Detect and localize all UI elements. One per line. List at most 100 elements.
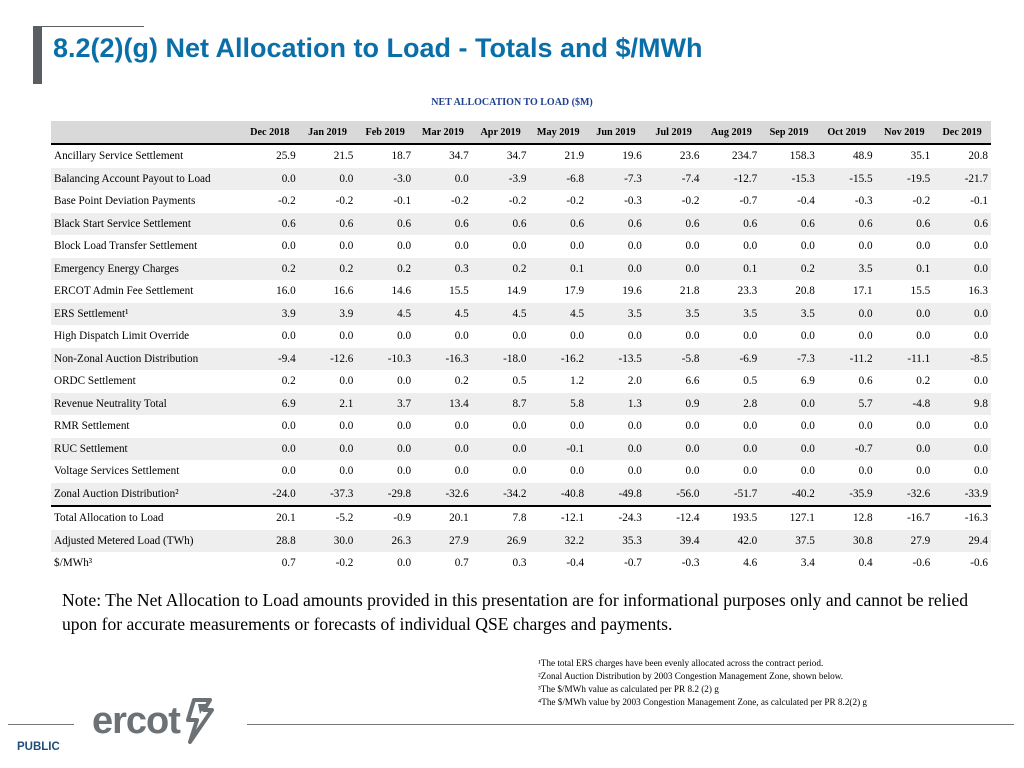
table-cell: 0.6 <box>414 212 472 235</box>
table-cell: 0.0 <box>916 240 931 253</box>
table-cell: 18.7 <box>391 150 412 163</box>
table-cell: 4.5 <box>471 302 530 325</box>
table-row: Black Start Service Settlement 0.6 0.6 0.6 0… <box>51 212 991 235</box>
table-row: ERCOT Admin Fee Settlement 16.0 16.6 14.6 15… <box>51 280 991 303</box>
table-cell: 0.0 <box>570 465 585 478</box>
footnotes: ¹The total ERS charges have been evenly … <box>538 657 867 709</box>
table-cell: -33.9 <box>933 482 991 506</box>
table-cell: 3.5 <box>760 302 818 325</box>
table-cell: 0.0 <box>743 420 758 433</box>
table-cell: 0.0 <box>512 420 527 433</box>
table-cell: -0.3 <box>854 195 873 208</box>
table-cell: 27.9 <box>875 529 934 552</box>
column-header: Apr 2019 <box>471 121 530 144</box>
table-cell: 0.0 <box>281 330 296 343</box>
table-cell: 0.0 <box>454 465 469 478</box>
table-cell: 0.0 <box>454 240 469 253</box>
table-cell: 28.8 <box>241 529 299 552</box>
table-cell: 0.0 <box>397 240 412 253</box>
table-cell: 0.0 <box>397 557 412 570</box>
table-cell: 0.6 <box>760 212 818 235</box>
table-row: Total Allocation to Load 20.1 -5.2 -0.9 20.1… <box>51 505 991 530</box>
table-cell: 0.0 <box>875 302 934 325</box>
table-row: High Dispatch Limit Override 0.0 0.0 0.0 0.0… <box>51 325 991 348</box>
row-label: RUC Settlement <box>51 437 241 460</box>
table-cell: 0.6 <box>858 375 873 388</box>
table-cell: 20.8 <box>795 285 815 298</box>
table-cell: -11.2 <box>817 347 876 370</box>
table-cell: -0.1 <box>393 195 412 208</box>
table-cell: -3.0 <box>356 167 415 190</box>
table-cell: 0.0 <box>644 437 703 460</box>
table-row: Block Load Transfer Settlement 0.0 0.0 0.0 0… <box>51 235 991 258</box>
table-cell: 34.7 <box>449 150 469 163</box>
table-cell: 6.9 <box>241 392 299 415</box>
table-cell: 0.0 <box>800 240 815 253</box>
table-cell: 0.0 <box>817 302 876 325</box>
row-label: Balancing Account Payout to Load <box>51 167 241 190</box>
table-cell: -29.8 <box>356 482 415 506</box>
table-cell: -7.3 <box>587 167 645 190</box>
table-cell: 19.6 <box>622 150 642 163</box>
column-header: Oct 2019 <box>817 121 876 144</box>
table-cell: 20.8 <box>968 150 988 163</box>
column-header: Dec 2019 <box>933 121 991 144</box>
table-cell: 0.2 <box>281 375 296 388</box>
table-cell: 0.0 <box>858 420 873 433</box>
table-cell: 0.3 <box>512 557 527 570</box>
table-cell: -11.1 <box>875 347 934 370</box>
table-cell: 42.0 <box>702 529 761 552</box>
table-cell: -4.8 <box>875 392 934 415</box>
table-cell: -49.8 <box>587 482 645 506</box>
column-header: Nov 2019 <box>875 121 934 144</box>
table-cell: -5.8 <box>644 347 703 370</box>
table-row: $/MWh³ 0.7 -0.2 0.0 0.7 0.3 -0.4 -0.7 -0.3 4.6 3.4… <box>51 552 991 575</box>
table-cell: -8.5 <box>933 347 991 370</box>
column-header: May 2019 <box>529 121 588 144</box>
table-cell: 0.0 <box>397 375 412 388</box>
table-cell: -0.6 <box>970 557 988 570</box>
table-cell: 0.0 <box>627 420 642 433</box>
table-cell: -0.2 <box>335 557 354 570</box>
table-cell: -7.4 <box>644 167 703 190</box>
table-row: ORDC Settlement 0.2 0.0 0.0 0.2 0.5 1.2 2.0 6.6 0… <box>51 370 991 393</box>
table-cell: 0.0 <box>627 465 642 478</box>
table-cell: -16.7 <box>875 505 934 530</box>
table-cell: 0.0 <box>933 302 991 325</box>
table-cell: 0.6 <box>933 212 991 235</box>
table-cell: 12.8 <box>817 505 876 530</box>
table-cell: 0.0 <box>685 420 700 433</box>
ercot-logo: ercot <box>92 698 214 744</box>
table-cell: 0.0 <box>933 257 991 280</box>
table-cell: 21.9 <box>564 150 585 163</box>
table-cell: 0.0 <box>974 465 988 478</box>
table-cell: 0.0 <box>298 167 357 190</box>
table-cell: 13.4 <box>414 392 472 415</box>
table-cell: 0.0 <box>875 437 934 460</box>
row-label: Black Start Service Settlement <box>51 212 241 235</box>
column-header: Jun 2019 <box>587 121 645 144</box>
table-cell: 0.0 <box>339 465 354 478</box>
table-cell: 35.1 <box>910 150 931 163</box>
table-cell: -0.7 <box>817 437 876 460</box>
row-label: Revenue Neutrality Total <box>51 392 241 415</box>
table-cell: -0.2 <box>566 195 585 208</box>
disclaimer-note: Note: The Net Allocation to Load amounts… <box>62 590 969 634</box>
table-cell: -16.3 <box>414 347 472 370</box>
table-cell: 0.0 <box>743 465 758 478</box>
table-row: Emergency Energy Charges 0.2 0.2 0.2 0.3 0.2 0… <box>51 257 991 280</box>
table-cell: 0.0 <box>800 465 815 478</box>
table-cell: 17.9 <box>564 285 585 298</box>
table-cell: -16.2 <box>529 347 588 370</box>
table-cell: 37.5 <box>760 529 818 552</box>
table-cell: 6.6 <box>685 375 700 388</box>
table-cell: 0.6 <box>471 212 530 235</box>
table-cell: 6.9 <box>800 375 815 388</box>
table-cell: 0.9 <box>644 392 703 415</box>
table-row: Ancillary Service Settlement 25.9 21.5 18.7… <box>51 144 991 168</box>
table-cell: 0.0 <box>512 465 527 478</box>
table-cell: 0.0 <box>339 240 354 253</box>
table-cell: 0.0 <box>858 465 873 478</box>
table-cell: 2.8 <box>702 392 761 415</box>
table-cell: 0.0 <box>800 330 815 343</box>
